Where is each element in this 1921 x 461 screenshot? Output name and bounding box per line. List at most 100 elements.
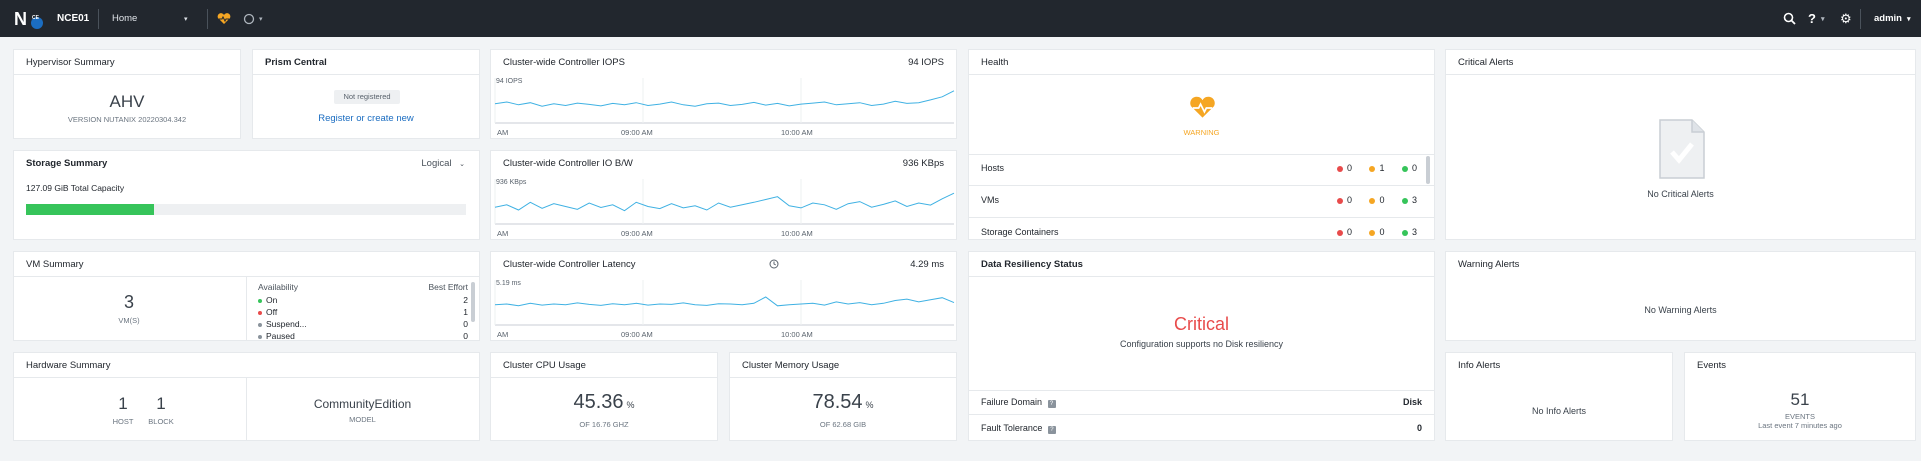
user-menu[interactable]: admin ▾ xyxy=(1874,0,1911,37)
user-name: admin xyxy=(1874,13,1902,24)
widget-title: Cluster-wide Controller IO B/W xyxy=(503,158,633,169)
registration-status: Not registered xyxy=(334,90,400,104)
widget-title: Cluster-wide Controller Latency xyxy=(503,259,636,270)
vm-availability-row: Paused 0 xyxy=(258,330,468,340)
info-alerts-empty: No Info Alerts xyxy=(1531,406,1587,416)
fault-tolerance-label: Fault Tolerance xyxy=(981,423,1043,433)
cpu-usage-widget: Cluster CPU Usage 45.36% OF 16.76 GHz xyxy=(490,352,718,441)
resiliency-message: Configuration supports no Disk resilienc… xyxy=(1119,339,1284,349)
prism-central-widget: Prism Central Not registered Register or… xyxy=(252,49,480,139)
capacity-value: 127.09 GiB xyxy=(26,183,69,193)
health-row-label: Storage Containers xyxy=(981,227,1059,237)
storage-mode-dropdown[interactable]: Logical ⌄ xyxy=(421,158,465,169)
fault-tolerance-row: Fault Tolerance ? xyxy=(981,423,1056,434)
vm-count-label: VM(S) xyxy=(118,316,140,325)
help-icon[interactable]: ? ▾ xyxy=(1808,11,1825,26)
top-bar: N CE NCE01 Home ▾ ▾ ? ▾ ⚙ admin ▾ xyxy=(0,0,1921,37)
widget-title: Cluster CPU Usage xyxy=(503,360,586,371)
nutanix-logo[interactable]: N CE xyxy=(14,0,44,37)
hypervisor-version: VERSION NUTANIX 20220304.342 xyxy=(67,115,187,124)
vm-summary-widget: VM Summary 3 VM(S) Availability Best Eff… xyxy=(13,251,480,341)
status-dot xyxy=(258,298,262,303)
critical-alerts-widget: Critical Alerts No Critical Alerts xyxy=(1445,49,1916,240)
scrollbar[interactable] xyxy=(1426,156,1430,184)
good-count: 3 xyxy=(1411,195,1417,205)
vm-availability-row: Suspend... 0 xyxy=(258,318,468,330)
critical-count: 0 xyxy=(1347,227,1353,237)
good-count: 3 xyxy=(1411,227,1417,237)
info-icon[interactable]: ? xyxy=(1047,400,1056,408)
iops-chart[interactable]: 94 IOPS AM 09:00 AM 10:00 AM xyxy=(491,74,958,138)
memory-value: 78.54 xyxy=(812,391,863,413)
nav-menu-label: Home xyxy=(112,13,138,24)
warning-dot xyxy=(1369,165,1376,172)
good-dot xyxy=(1401,197,1408,204)
health-widget: Health WARNING Hosts 0 1 0 VMs 0 0 3 Storage Con… xyxy=(968,49,1435,240)
status-dot xyxy=(258,310,262,315)
cpu-unit: % xyxy=(626,400,635,410)
vm-count: 3 xyxy=(123,292,134,312)
chevron-down-icon: ⌄ xyxy=(459,161,465,168)
health-row[interactable]: Hosts 0 1 0 xyxy=(969,154,1434,186)
widget-title: Events xyxy=(1697,360,1727,371)
vm-row-label: Paused xyxy=(266,331,295,340)
critical-alerts-empty: No Critical Alerts xyxy=(1647,189,1714,199)
info-icon[interactable]: ? xyxy=(1047,426,1056,434)
register-link[interactable]: Register or create new xyxy=(318,113,414,124)
hardware-model: CommunityEdition xyxy=(313,397,412,411)
controller-latency-widget: Cluster-wide Controller Latency 4.29 ms … xyxy=(490,251,957,341)
chart-peak-label: 94 IOPS xyxy=(496,78,523,85)
x-tick-label: 09:00 AM xyxy=(621,330,653,339)
search-icon[interactable] xyxy=(1783,0,1796,37)
memory-usage-widget: Cluster Memory Usage 78.54% OF 62.68 GiB xyxy=(729,352,957,441)
good-count: 0 xyxy=(1411,163,1417,173)
cluster-name[interactable]: NCE01 xyxy=(57,13,90,24)
nav-menu[interactable]: Home ▾ xyxy=(112,0,192,37)
chevron-down-icon: ▾ xyxy=(1906,15,1911,23)
warning-count: 0 xyxy=(1379,195,1385,205)
resiliency-status: Critical xyxy=(1173,314,1229,334)
widget-title: Info Alerts xyxy=(1458,360,1501,371)
data-resiliency-widget: Data Resiliency Status Critical Configur… xyxy=(968,251,1435,441)
bandwidth-chart[interactable]: 936 KBps AM 09:00 AM 10:00 AM xyxy=(491,175,958,239)
warning-count: 0 xyxy=(1379,227,1385,237)
storage-usage-fill xyxy=(26,204,154,215)
block-count: 1 xyxy=(156,394,166,413)
events-count: 51 xyxy=(1790,390,1810,409)
latency-value: 4.29 ms xyxy=(910,259,944,270)
block-label: BLOCK xyxy=(148,417,174,426)
health-heart-icon[interactable] xyxy=(217,0,231,37)
health-row[interactable]: Storage Containers 0 0 3 xyxy=(969,218,1434,240)
hypervisor-summary-widget: Hypervisor Summary AHV VERSION NUTANIX 2… xyxy=(13,49,241,139)
vm-availability-table: Availability Best Effort On 2 Off 1 Suspend.… xyxy=(258,282,468,340)
logo-badge: CE xyxy=(32,15,39,21)
critical-count: 0 xyxy=(1347,163,1353,173)
health-row[interactable]: VMs 0 0 3 xyxy=(969,186,1434,218)
availability-header: Availability xyxy=(258,282,299,292)
x-tick-label: 09:00 AM xyxy=(621,229,653,238)
chevron-down-icon: ▾ xyxy=(259,15,263,23)
vm-availability-row: Off 1 xyxy=(258,306,468,318)
failure-domain-value: Disk xyxy=(1402,397,1422,407)
warning-dot xyxy=(1369,229,1376,236)
controller-iops-widget: Cluster-wide Controller IOPS 94 IOPS 94 … xyxy=(490,49,957,139)
widget-title: Prism Central xyxy=(265,57,327,68)
vm-row-label: On xyxy=(266,295,278,305)
health-heart-icon xyxy=(1190,96,1215,118)
gear-icon[interactable]: ⚙ xyxy=(1840,10,1852,26)
chevron-down-icon: ▾ xyxy=(184,15,188,23)
critical-dot xyxy=(1337,229,1343,236)
failure-domain-row: Failure Domain ? xyxy=(981,397,1056,408)
good-dot xyxy=(1401,165,1408,172)
status-dot xyxy=(258,334,262,339)
chart-series-line xyxy=(494,296,955,307)
chart-peak-label: 936 KBps xyxy=(496,179,527,186)
alerts-circle-icon[interactable]: ▾ xyxy=(243,0,263,37)
latency-chart[interactable]: 5.19 ms AM 09:00 AM 10:00 AM xyxy=(491,276,958,340)
vm-row-value: 2 xyxy=(463,295,468,305)
scrollbar[interactable] xyxy=(471,282,475,322)
clock-icon[interactable] xyxy=(769,259,779,269)
widget-title: Warning Alerts xyxy=(1458,259,1520,270)
vm-availability-row: On 2 xyxy=(258,294,468,306)
storage-usage-bar xyxy=(26,204,466,215)
